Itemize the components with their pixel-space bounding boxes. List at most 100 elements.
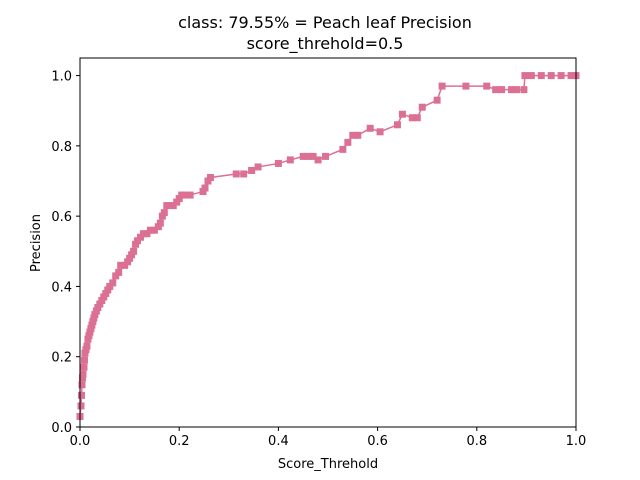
data-point (126, 254, 134, 262)
x-axis-label: Score_Threhold (278, 457, 378, 472)
x-tick-label: 0.8 (466, 434, 487, 449)
data-point (304, 152, 312, 160)
data-point (393, 121, 401, 129)
data-point (344, 138, 352, 146)
data-point (78, 374, 86, 382)
data-point (286, 156, 294, 164)
data-point (146, 226, 154, 234)
y-tick-label: 0.6 (51, 210, 72, 225)
data-point (398, 110, 406, 118)
x-tick-label: 0.0 (70, 434, 91, 449)
data-point (80, 356, 88, 364)
series-line (79, 74, 576, 417)
data-point (408, 114, 416, 122)
data-point (121, 261, 129, 269)
data-point (109, 279, 117, 287)
data-point (433, 96, 441, 104)
data-point (112, 272, 120, 280)
data-point (92, 307, 100, 315)
data-point (462, 82, 470, 90)
y-tick-label: 0.4 (51, 280, 72, 295)
data-point (498, 86, 506, 94)
data-point (84, 335, 92, 343)
data-point (322, 152, 330, 160)
data-point (143, 230, 151, 238)
data-point (547, 72, 555, 80)
data-point (154, 223, 162, 231)
data-point (81, 349, 89, 357)
data-point (240, 170, 248, 178)
data-point (90, 314, 98, 322)
data-point (309, 152, 317, 160)
data-point (366, 124, 374, 132)
data-point (156, 219, 164, 227)
x-tick-label: 0.2 (169, 434, 190, 449)
data-point (206, 173, 214, 181)
data-point (160, 209, 168, 217)
plot-frame (79, 57, 577, 428)
data-point (520, 86, 528, 94)
data-point (299, 152, 307, 160)
data-point (100, 293, 108, 301)
x-tick-label: 0.4 (268, 434, 289, 449)
data-point (527, 72, 535, 80)
data-point (232, 170, 240, 178)
data-point (492, 86, 500, 94)
data-point (521, 72, 529, 80)
data-point (117, 261, 125, 269)
data-point (150, 226, 158, 234)
data-point (186, 191, 194, 199)
data-point (104, 286, 112, 294)
chart-title: class: 79.55% = Peach leaf Precision (178, 13, 472, 32)
series-layer (76, 72, 580, 420)
data-point (557, 72, 565, 80)
data-point (106, 282, 114, 290)
y-axis-label: Precision (29, 214, 44, 272)
data-point (537, 72, 545, 80)
y-tick-label: 0.8 (51, 140, 72, 155)
data-point (175, 195, 183, 203)
chart-subtitle: score_threhold=0.5 (247, 34, 404, 54)
y-tick-label: 0.2 (51, 351, 72, 366)
data-point (94, 304, 102, 312)
data-point (199, 188, 207, 196)
data-point (89, 318, 97, 326)
data-point (173, 198, 181, 206)
data-point (376, 128, 384, 136)
y-tick-label: 1.0 (51, 70, 72, 85)
data-point (508, 86, 516, 94)
data-point (354, 131, 362, 139)
data-point (130, 247, 138, 255)
data-point (83, 342, 91, 350)
data-point (483, 82, 491, 90)
data-point (85, 332, 93, 340)
x-axis: 0.0 0.2 0.4 0.6 0.8 1.0 (70, 427, 587, 449)
data-point (77, 391, 85, 399)
data-point (201, 184, 209, 192)
data-point (274, 159, 282, 167)
data-point (96, 300, 104, 308)
data-point (418, 103, 426, 111)
data-point (88, 321, 96, 329)
data-point (314, 156, 322, 164)
x-tick-label: 1.0 (566, 434, 587, 449)
data-point (102, 289, 110, 297)
data-point (158, 212, 166, 220)
data-point (339, 145, 347, 153)
data-point (87, 325, 95, 333)
data-point (512, 86, 520, 94)
y-tick-label: 0.0 (51, 421, 72, 436)
data-point (438, 82, 446, 90)
data-point (128, 251, 136, 259)
data-point (181, 191, 189, 199)
data-point (78, 381, 86, 389)
data-point (82, 346, 90, 354)
data-point (413, 114, 421, 122)
data-point (132, 240, 140, 248)
data-point (567, 72, 575, 80)
y-axis: 0.0 0.2 0.4 0.6 0.8 1.0 (51, 70, 80, 436)
data-point (248, 166, 256, 174)
data-point (169, 202, 177, 210)
x-tick-label: 0.6 (367, 434, 388, 449)
